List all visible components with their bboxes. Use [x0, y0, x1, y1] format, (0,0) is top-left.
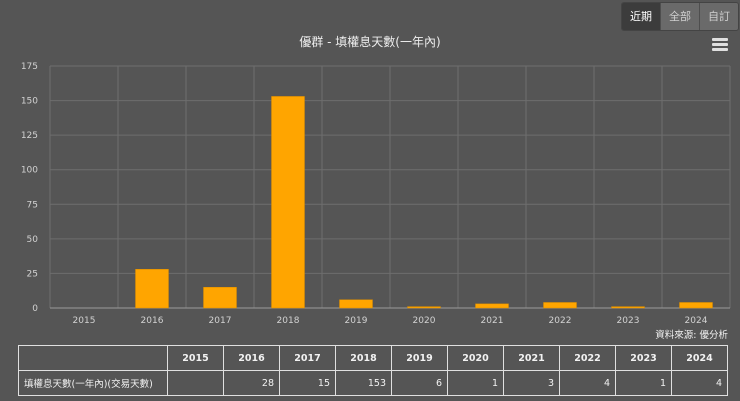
table-header-cell: 2019: [391, 345, 448, 371]
x-tick-label: 2016: [141, 316, 164, 326]
x-tick-label: 2024: [685, 316, 708, 326]
bar-2020[interactable]: [407, 306, 441, 309]
x-tick-label: 2015: [73, 316, 96, 326]
table-header-cell: 2023: [615, 345, 672, 371]
data-table: 2015 2016 2017 2018 2019 2020 2021 2022 …: [18, 345, 728, 396]
bar-2021[interactable]: [475, 303, 509, 309]
bar-2023[interactable]: [611, 306, 645, 309]
data-source-credit: 資料來源: 優分析: [655, 330, 728, 341]
bar-2024[interactable]: [679, 302, 713, 309]
table-cell: 6: [391, 370, 448, 396]
chart-menu-icon[interactable]: [709, 35, 731, 55]
table-cell: [167, 370, 224, 396]
x-tick-label: 2017: [209, 316, 232, 326]
table-cell: 4: [559, 370, 616, 396]
table-header-row: 2015 2016 2017 2018 2019 2020 2021 2022 …: [18, 345, 728, 371]
x-tick-label: 2019: [345, 316, 368, 326]
table-corner-cell: [18, 345, 168, 371]
table-cell: 1: [447, 370, 504, 396]
table-header-cell: 2022: [559, 345, 616, 371]
table-cell: 4: [671, 370, 728, 396]
y-tick-label: 25: [27, 269, 38, 279]
table-row: 填權息天數(一年內)(交易天數) 28 15 153 6 1 3 4 1 4: [18, 370, 728, 396]
y-tick-label: 150: [21, 97, 38, 107]
range-button-all[interactable]: 全部: [660, 3, 699, 30]
table-cell: 28: [223, 370, 280, 396]
chart-area: 優群 - 填權息天數(一年內) 0 25 50 75 100 125 150 175 2015 2…: [21, 34, 731, 326]
x-tick-label: 2020: [413, 316, 436, 326]
table-header-cell: 2020: [447, 345, 504, 371]
table-header-cell: 2021: [503, 345, 560, 371]
table-header-cell: 2016: [223, 345, 280, 371]
table-row-label: 填權息天數(一年內)(交易天數): [18, 370, 168, 396]
x-tick-label: 2022: [549, 316, 572, 326]
bar-2017[interactable]: [203, 287, 237, 309]
x-tick-label: 2018: [277, 316, 300, 326]
table-cell: 153: [335, 370, 392, 396]
y-tick-label: 100: [21, 166, 38, 176]
table-header-cell: 2017: [279, 345, 336, 371]
bar-2022[interactable]: [543, 302, 577, 309]
bar-2016[interactable]: [135, 269, 169, 309]
table-header-cell: 2015: [167, 345, 224, 371]
range-selector: 近期 全部 自訂: [621, 2, 739, 31]
bar-2019[interactable]: [339, 299, 373, 309]
range-button-custom[interactable]: 自訂: [699, 3, 738, 30]
y-tick-label: 75: [27, 200, 38, 210]
y-tick-label: 175: [21, 62, 38, 72]
table-cell: 15: [279, 370, 336, 396]
y-tick-label: 50: [27, 235, 39, 245]
chart-title: 優群 - 填權息天數(一年內): [299, 34, 440, 49]
table-cell: 3: [503, 370, 560, 396]
y-tick-label: 0: [32, 304, 38, 314]
table-cell: 1: [615, 370, 672, 396]
x-tick-label: 2021: [481, 316, 504, 326]
y-tick-label: 125: [21, 131, 38, 141]
bar-2018[interactable]: [271, 96, 305, 309]
x-tick-label: 2023: [617, 316, 640, 326]
table-header-cell: 2018: [335, 345, 392, 371]
table-header-cell: 2024: [671, 345, 728, 371]
range-button-recent[interactable]: 近期: [622, 3, 660, 30]
